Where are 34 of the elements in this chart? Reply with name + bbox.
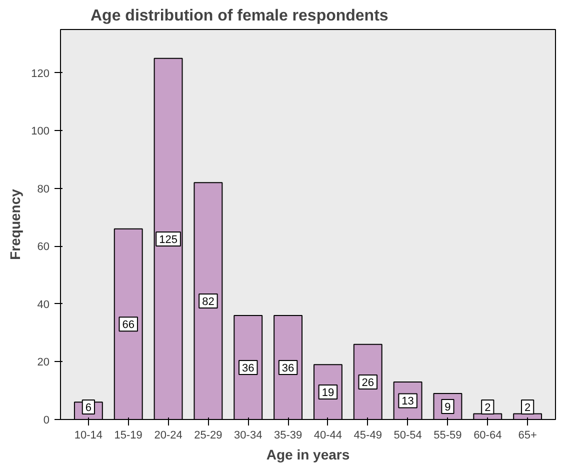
y-axis-title: Frequency <box>7 188 24 260</box>
x-tick-label: 40-44 <box>314 430 342 442</box>
data-label: 82 <box>202 296 214 308</box>
x-tick-label: 10-14 <box>74 430 103 442</box>
data-label: 19 <box>322 387 334 400</box>
x-tick-label: 65+ <box>518 430 537 442</box>
y-tick-label: 80 <box>37 183 50 196</box>
y-tick-label: 60 <box>37 241 50 254</box>
y-tick-label: 120 <box>31 68 50 80</box>
x-tick-label: 50-54 <box>394 430 422 442</box>
data-label: 125 <box>159 234 178 246</box>
data-label: 36 <box>282 362 294 374</box>
y-tick-label: 100 <box>31 126 50 138</box>
data-label: 36 <box>242 362 254 374</box>
x-tick-label: 55-59 <box>434 430 462 442</box>
data-label: 26 <box>362 376 374 389</box>
data-label: 9 <box>444 402 451 414</box>
x-tick-label: 20-24 <box>154 430 182 442</box>
chart-title: Age distribution of female respondents <box>90 8 388 24</box>
x-tick-label: 25-29 <box>194 430 222 442</box>
x-tick-label: 60-64 <box>474 430 502 442</box>
data-label: 66 <box>122 319 134 332</box>
data-label: 2 <box>524 402 531 414</box>
y-tick-label: 20 <box>37 356 50 369</box>
x-tick-label: 45-49 <box>354 430 382 442</box>
data-label: 13 <box>402 396 414 408</box>
x-tick-label: 35-39 <box>274 430 302 442</box>
y-tick-label: 40 <box>37 298 50 311</box>
data-label: 2 <box>484 402 491 414</box>
x-tick-label: 30-34 <box>234 430 262 442</box>
y-tick-label: 0 <box>43 414 50 426</box>
x-axis-title: Age in years <box>266 446 350 462</box>
x-tick-label: 15-19 <box>114 430 142 442</box>
data-label: 6 <box>85 402 92 414</box>
